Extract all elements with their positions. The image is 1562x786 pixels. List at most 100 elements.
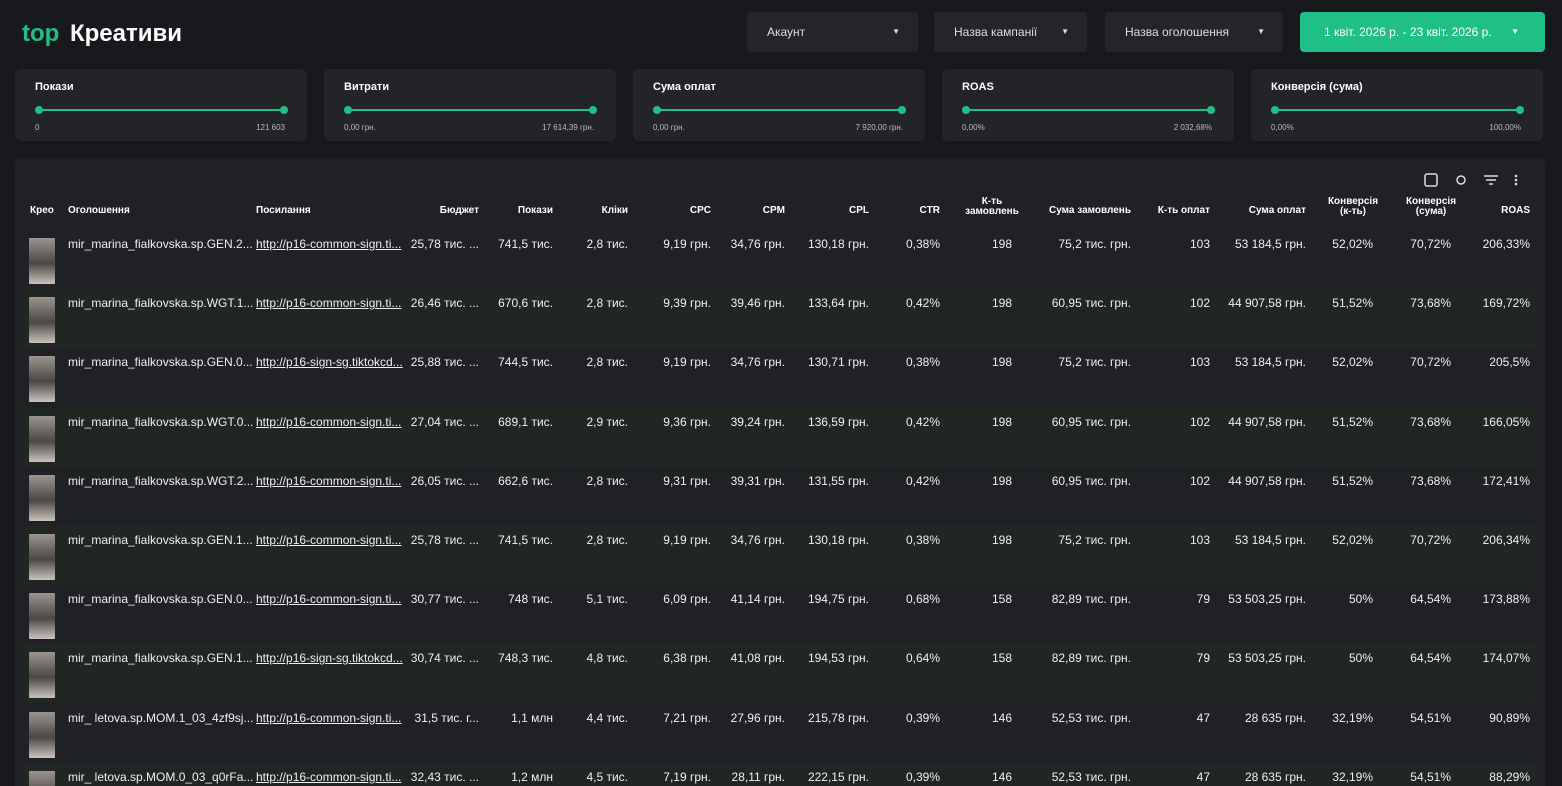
table-cell: 133,64 грн. <box>807 296 869 311</box>
table-cell: 131,55 грн. <box>807 473 869 488</box>
column-header[interactable]: Оголошення <box>68 205 130 216</box>
table-cell: 27,04 тис. ... <box>410 414 479 429</box>
table-cell: 198 <box>991 355 1012 370</box>
table-cell: mir_marina_fialkovska.sp.GEN.2... <box>68 237 253 251</box>
range-card <box>633 69 925 141</box>
table-cell: 0,42% <box>905 296 940 311</box>
ad-link[interactable]: http://p16-common-sign.ti... <box>256 592 402 607</box>
column-header[interactable]: Покази <box>517 205 553 216</box>
range-handle[interactable] <box>589 106 597 114</box>
filter-dropdown[interactable]: Акаунт ▼ <box>747 12 918 52</box>
column-header[interactable]: CPC <box>689 205 711 216</box>
range-track <box>348 109 593 111</box>
table-cell: 64,54% <box>1410 651 1451 666</box>
column-header[interactable]: К-ть оплат <box>1157 205 1210 216</box>
ad-link[interactable]: http://p16-sign-sg.tiktokcd... <box>256 355 403 370</box>
range-handle[interactable] <box>35 106 43 114</box>
creative-thumb[interactable] <box>29 652 55 699</box>
column-header[interactable]: Кліки <box>601 205 628 216</box>
table-cell: 51,52% <box>1332 296 1373 311</box>
creative-thumb[interactable] <box>29 356 55 403</box>
range-handle[interactable] <box>1516 106 1524 114</box>
creative-thumb[interactable] <box>29 238 55 284</box>
column-header[interactable]: Бюджет <box>439 205 479 216</box>
table-cell: 50% <box>1348 651 1373 666</box>
row-stripe <box>23 526 1536 585</box>
column-header[interactable]: ROAS <box>1501 205 1530 216</box>
table-cell: 70,72% <box>1410 533 1451 547</box>
table-cell: 172,41% <box>1482 473 1530 488</box>
ad-link[interactable]: http://p16-common-sign.ti... <box>256 473 402 488</box>
ad-link[interactable]: http://p16-common-sign.ti... <box>256 296 402 311</box>
table-cell: mir_marina_fialkovska.sp.WGT.0... <box>68 414 254 429</box>
column-header[interactable]: Сума оплат <box>1248 205 1306 216</box>
table-cell: 158 <box>991 651 1012 666</box>
filter-dropdown[interactable]: 1 квіт. 2026 р. - 23 квіт. 2026 р. ▼ <box>1300 12 1545 52</box>
table-cell: 1,2 млн <box>511 769 553 784</box>
table-cell: 79 <box>1196 651 1210 666</box>
column-header[interactable]: Крео <box>30 205 54 216</box>
table-cell: 1,1 млн <box>511 710 553 725</box>
table-cell: 54,51% <box>1410 769 1451 784</box>
table-cell: 2,8 тис. <box>586 237 628 251</box>
filter-dropdown[interactable]: Назва кампанії ▼ <box>934 12 1087 52</box>
table-cell: 75,2 тис. грн. <box>1058 355 1131 370</box>
filter-dropdown[interactable]: Назва оголошення ▼ <box>1105 12 1283 52</box>
range-track <box>39 109 284 111</box>
row-stripe <box>23 762 1536 786</box>
table-cell: 75,2 тис. грн. <box>1058 533 1131 547</box>
table-cell: 44 907,58 грн. <box>1228 473 1306 488</box>
range-handle[interactable] <box>653 106 661 114</box>
creative-thumb[interactable] <box>29 534 55 580</box>
creative-thumb[interactable] <box>29 770 55 786</box>
table-cell: 146 <box>991 710 1012 725</box>
table-cell: 198 <box>991 533 1012 547</box>
creative-thumb[interactable] <box>29 593 55 640</box>
range-handle[interactable] <box>962 106 970 114</box>
column-header[interactable]: Посилання <box>256 205 311 216</box>
ad-link[interactable]: http://p16-common-sign.ti... <box>256 769 402 784</box>
range-handle[interactable] <box>344 106 352 114</box>
row-stripe <box>23 289 1536 349</box>
range-handle[interactable] <box>1271 106 1279 114</box>
creative-thumb[interactable] <box>29 711 55 758</box>
table-cell: 53 503,25 грн. <box>1228 651 1306 666</box>
table-cell: 60,95 тис. грн. <box>1051 473 1131 488</box>
creative-thumb[interactable] <box>29 415 55 462</box>
range-handle[interactable] <box>898 106 906 114</box>
ad-link[interactable]: http://p16-common-sign.ti... <box>256 237 402 251</box>
column-header[interactable]: Конверсія (к-ть) <box>1327 196 1379 217</box>
ad-link[interactable]: http://p16-common-sign.ti... <box>256 414 402 429</box>
table-cell: 73,68% <box>1410 473 1451 488</box>
table-cell: 31,5 тис. г... <box>414 710 479 725</box>
table-cell: 741,5 тис. <box>498 533 553 547</box>
table-cell: 206,34% <box>1482 533 1530 547</box>
column-header[interactable]: CTR <box>919 205 940 216</box>
range-min: 0,00% <box>962 123 985 132</box>
column-header[interactable]: CPL <box>849 205 869 216</box>
ad-link[interactable]: http://p16-common-sign.ti... <box>256 533 402 547</box>
table-cell: 744,5 тис. <box>498 355 553 370</box>
column-header[interactable]: Сума замовлень <box>1048 205 1131 216</box>
ad-link[interactable]: http://p16-common-sign.ti... <box>256 710 402 725</box>
range-handle[interactable] <box>280 106 288 114</box>
table-cell: 2,8 тис. <box>586 533 628 547</box>
creative-thumb[interactable] <box>29 474 55 521</box>
table-cell: 25,78 тис. ... <box>410 533 479 547</box>
range-handle[interactable] <box>1207 106 1215 114</box>
table-cell: 102 <box>1189 296 1210 311</box>
table-cell: 44 907,58 грн. <box>1228 414 1306 429</box>
column-header[interactable]: CPM <box>762 205 785 216</box>
column-header[interactable]: Конверсія (сума) <box>1405 196 1457 217</box>
table-cell: 198 <box>991 237 1012 251</box>
table-cell: 5,1 тис. <box>586 592 628 607</box>
creative-thumb[interactable] <box>29 297 55 344</box>
table-cell: 130,18 грн. <box>807 533 869 547</box>
table-cell: 0,38% <box>905 237 940 251</box>
row-stripe <box>23 644 1536 704</box>
column-header[interactable]: К-ть замовлень <box>965 196 1019 217</box>
table-cell: 0,42% <box>905 414 940 429</box>
table-cell: 52,02% <box>1332 533 1373 547</box>
ad-link[interactable]: http://p16-sign-sg.tiktokcd... <box>256 651 403 666</box>
